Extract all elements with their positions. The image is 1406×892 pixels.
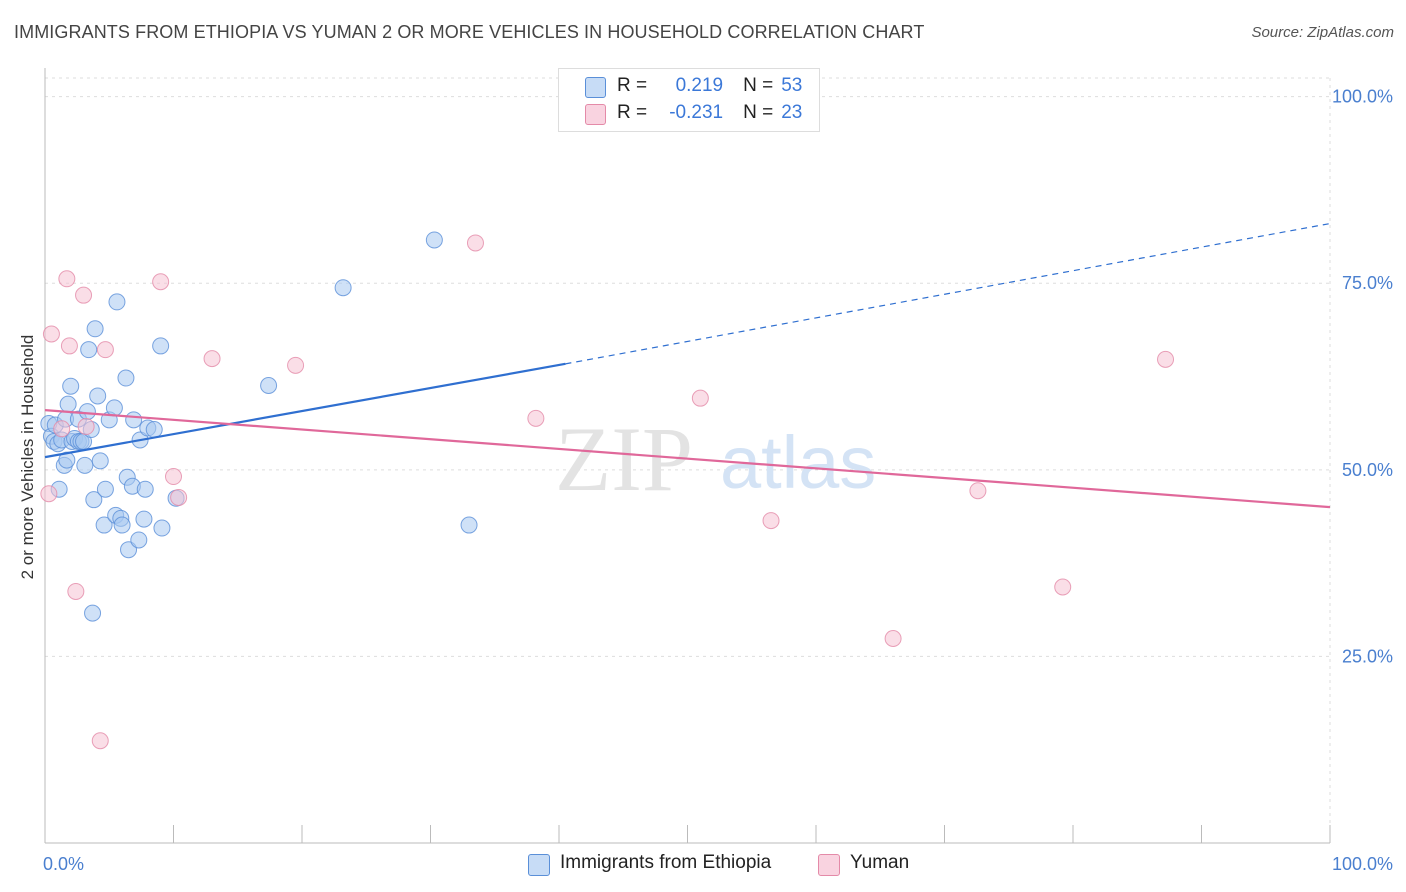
- bottom-legend-ethiopia: Immigrants from Ethiopia: [560, 852, 772, 873]
- point-ethiopia: [62, 377, 80, 395]
- y-tick-label: 50.0%: [1342, 460, 1393, 480]
- chart-title: IMMIGRANTS FROM ETHIOPIA VS YUMAN 2 OR M…: [14, 22, 925, 42]
- legend-row-ethiopia: R = 0.219 N = 53: [617, 73, 802, 99]
- point-yuman: [40, 485, 58, 503]
- point-yuman: [42, 325, 60, 343]
- point-ethiopia: [108, 293, 126, 311]
- point-yuman: [53, 420, 71, 438]
- point-ethiopia: [460, 516, 478, 534]
- legend-r-value: 0.219: [675, 75, 724, 96]
- point-yuman: [1054, 578, 1072, 596]
- legend-n-value: 23: [781, 102, 803, 123]
- trend-line-ethiopia: [44, 362, 566, 459]
- axes: [44, 68, 1331, 844]
- point-yuman: [75, 286, 93, 304]
- point-yuman: [58, 270, 76, 288]
- trend-line-ethiopia-extension: [565, 222, 1331, 365]
- legend-r-label: R =: [617, 75, 648, 96]
- point-yuman: [527, 409, 545, 427]
- point-ethiopia: [78, 403, 96, 421]
- watermark: ZIP atlas: [555, 408, 876, 510]
- bottom-legend-swatch-ethiopia: [528, 854, 550, 876]
- point-ethiopia: [136, 480, 154, 498]
- y-tick-label: 25.0%: [1342, 646, 1393, 666]
- point-ethiopia: [105, 399, 123, 417]
- point-yuman: [203, 350, 221, 368]
- point-yuman: [762, 512, 780, 530]
- x-tick-label: 100.0%: [1332, 854, 1393, 874]
- point-yuman: [96, 341, 114, 359]
- point-ethiopia: [80, 341, 98, 359]
- x-tick-labels: 0.0% 100.0%: [43, 854, 1393, 874]
- point-yuman: [466, 234, 484, 252]
- point-ethiopia: [85, 491, 103, 509]
- point-yuman: [170, 488, 188, 506]
- point-yuman: [287, 356, 305, 374]
- point-ethiopia: [152, 337, 170, 355]
- watermark-zip: ZIP: [555, 408, 693, 510]
- point-yuman: [91, 732, 109, 750]
- point-ethiopia: [153, 519, 171, 537]
- point-yuman: [969, 482, 987, 500]
- point-yuman: [152, 273, 170, 291]
- source-label: Source: ZipAtlas.com: [1251, 24, 1394, 41]
- bottom-legend-yuman: Yuman: [850, 852, 910, 873]
- point-ethiopia: [135, 510, 153, 528]
- point-ethiopia: [84, 604, 102, 622]
- point-ethiopia: [113, 516, 131, 534]
- legend-n-value: 53: [781, 75, 803, 96]
- point-ethiopia: [86, 320, 104, 338]
- legend-swatch-pink: [585, 104, 606, 125]
- point-yuman: [77, 418, 95, 436]
- point-yuman: [1157, 350, 1175, 368]
- point-ethiopia: [59, 395, 77, 413]
- gridlines: [45, 77, 1331, 843]
- point-ethiopia: [145, 421, 163, 439]
- point-ethiopia: [95, 516, 113, 534]
- stats-legend: R = 0.219 N = 53 R = -0.231 N = 23: [558, 68, 820, 132]
- point-ethiopia: [76, 456, 94, 474]
- legend-swatch-blue: [585, 77, 606, 98]
- point-ethiopia: [91, 452, 109, 470]
- x-tick-label: 0.0%: [43, 854, 84, 874]
- point-ethiopia: [125, 411, 143, 429]
- legend-n-label: N =: [743, 75, 774, 96]
- point-ethiopia: [130, 531, 148, 549]
- point-ethiopia: [117, 369, 135, 387]
- point-yuman: [165, 468, 182, 486]
- y-tick-labels: 25.0% 50.0% 75.0% 100.0%: [1332, 87, 1393, 667]
- trend-lines: [44, 222, 1331, 509]
- point-yuman: [884, 630, 902, 648]
- legend-r-value: -0.231: [669, 102, 724, 123]
- point-ethiopia: [334, 279, 352, 297]
- point-ethiopia: [425, 231, 443, 249]
- point-yuman: [60, 337, 78, 355]
- point-yuman: [691, 389, 709, 407]
- legend-n-label: N =: [743, 102, 774, 123]
- point-ethiopia: [89, 387, 107, 405]
- point-yuman: [67, 582, 85, 600]
- trend-line-yuman: [44, 409, 1331, 509]
- legend-r-label: R =: [617, 102, 648, 123]
- legend-row-yuman: R = -0.231 N = 23: [617, 100, 802, 126]
- y-tick-label: 100.0%: [1332, 87, 1393, 107]
- point-ethiopia: [260, 376, 278, 394]
- y-axis-label: 2 or more Vehicles in Household: [18, 335, 37, 580]
- point-ethiopia: [96, 480, 114, 498]
- y-tick-label: 75.0%: [1342, 273, 1393, 293]
- bottom-legend-swatch-yuman: [818, 854, 840, 876]
